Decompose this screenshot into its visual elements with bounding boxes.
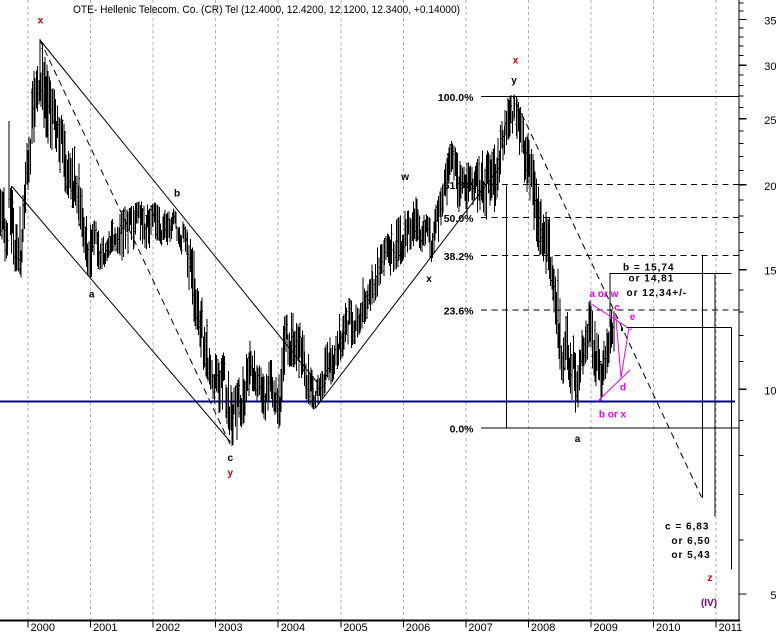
svg-text:20: 20 [764, 181, 776, 193]
svg-text:2000: 2000 [31, 622, 55, 633]
svg-text:b = 15,74: b = 15,74 [623, 263, 675, 274]
svg-text:a: a [575, 434, 582, 445]
svg-text:100.0%: 100.0% [438, 92, 474, 104]
svg-text:35: 35 [764, 16, 776, 28]
svg-text:e: e [630, 312, 636, 323]
svg-text:2008: 2008 [531, 622, 555, 633]
svg-text:a: a [89, 290, 96, 301]
svg-text:c: c [614, 303, 620, 314]
svg-text:2001: 2001 [93, 622, 117, 633]
svg-text:y: y [228, 468, 234, 479]
svg-text:x: x [38, 16, 44, 27]
svg-text:c: c [228, 453, 235, 464]
svg-text:b: b [174, 189, 181, 200]
svg-text:x: x [513, 56, 519, 67]
svg-text:2006: 2006 [406, 622, 430, 633]
svg-text:2005: 2005 [343, 622, 367, 633]
svg-text:0.0%: 0.0% [450, 424, 475, 436]
svg-text:(IV): (IV) [701, 598, 717, 609]
svg-text:38.2%: 38.2% [444, 251, 474, 263]
svg-text:c = 6,83: c = 6,83 [665, 522, 709, 533]
svg-text:or 5,43: or 5,43 [671, 550, 710, 561]
svg-text:b or x: b or x [599, 410, 627, 421]
svg-text:50.0%: 50.0% [444, 213, 474, 225]
svg-text:y: y [511, 76, 518, 87]
svg-text:d: d [620, 383, 626, 394]
svg-text:2004: 2004 [281, 622, 305, 633]
svg-text:2002: 2002 [156, 622, 180, 633]
svg-text:15: 15 [764, 266, 776, 278]
svg-text:or 14,81: or 14,81 [629, 274, 675, 285]
svg-text:w: w [400, 172, 410, 183]
svg-text:2003: 2003 [218, 622, 242, 633]
svg-text:z: z [708, 573, 713, 584]
svg-text:2010: 2010 [656, 622, 680, 633]
svg-text:5: 5 [770, 590, 776, 602]
svg-text:OTE- Hellenic Telecom. Co. (CR: OTE- Hellenic Telecom. Co. (CR) Tel (12.… [73, 4, 460, 16]
svg-text:61.8%: 61.8% [444, 180, 474, 192]
svg-text:23.6%: 23.6% [444, 306, 474, 318]
svg-text:or 6,50: or 6,50 [671, 536, 710, 547]
svg-text:30: 30 [764, 61, 776, 73]
svg-text:2011: 2011 [719, 622, 743, 633]
svg-text:25: 25 [764, 115, 776, 127]
svg-text:10: 10 [764, 385, 776, 397]
svg-text:x: x [426, 274, 433, 285]
svg-text:2007: 2007 [468, 622, 492, 633]
svg-text:or 12,34+/-: or 12,34+/- [627, 288, 688, 299]
svg-text:a or w: a or w [590, 289, 619, 300]
svg-text:2009: 2009 [593, 622, 617, 633]
